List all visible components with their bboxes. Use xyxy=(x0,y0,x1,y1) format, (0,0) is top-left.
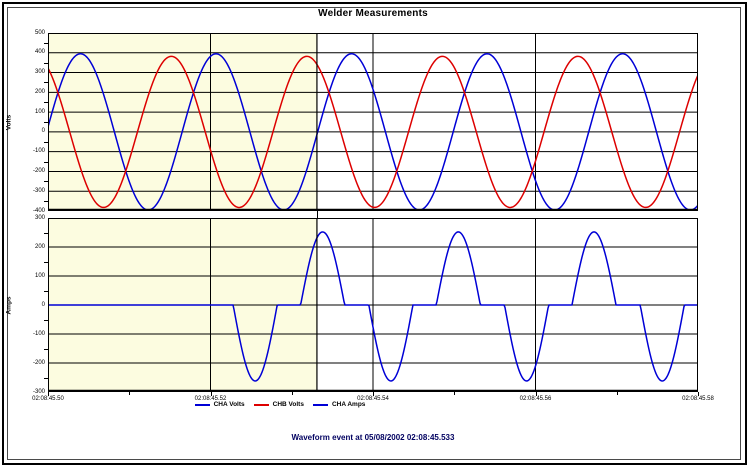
x-major-tick xyxy=(210,392,212,396)
y-tick-label: -200 xyxy=(32,359,45,366)
y-minor-tick xyxy=(44,377,48,379)
x-tick-label: 02:08:45.56 xyxy=(519,396,552,402)
y-tick-label: -100 xyxy=(32,330,45,337)
voltage-waveform-plot[interactable] xyxy=(48,33,698,211)
y-tick-label: -400 xyxy=(32,207,45,214)
y-tick-label: 200 xyxy=(34,243,45,250)
y-minor-tick xyxy=(44,122,48,123)
y-minor-tick xyxy=(44,141,48,143)
amps-axis-title: Amps xyxy=(5,296,13,315)
y-minor-tick xyxy=(44,290,48,292)
legend-label: CHA Volts xyxy=(213,401,245,408)
waveform-event-caption: Waveform event at 05/08/2002 02:08:45.53… xyxy=(291,433,455,442)
y-tick-label: 500 xyxy=(34,29,45,36)
y-tick-label: 200 xyxy=(34,88,45,95)
y-minor-tick xyxy=(44,42,48,44)
chb-volts-line-swatch xyxy=(253,403,269,406)
y-tick-label: 0 xyxy=(41,128,45,135)
y-minor-tick xyxy=(44,62,48,64)
y-tick-label: 100 xyxy=(34,272,45,279)
event-cursor-line[interactable] xyxy=(317,211,318,218)
y-minor-tick xyxy=(44,232,48,234)
y-tick-label: 100 xyxy=(34,108,45,115)
x-tick-label: 02:08:45.54 xyxy=(357,396,389,402)
x-tick-label: 02:08:45.50 xyxy=(32,396,64,402)
y-minor-tick xyxy=(44,161,48,163)
y-tick-label: -300 xyxy=(32,187,45,194)
y-minor-tick xyxy=(44,82,48,84)
x-major-tick xyxy=(535,392,537,396)
y-minor-tick xyxy=(44,181,48,183)
x-major-tick xyxy=(48,392,49,396)
y-tick-label: 400 xyxy=(34,49,45,56)
x-tick-label: 02:08:45.52 xyxy=(194,396,227,402)
y-tick-label: -100 xyxy=(32,148,45,155)
x-minor-tick xyxy=(454,392,456,395)
y-tick-label: 300 xyxy=(34,69,45,76)
x-minor-tick xyxy=(291,392,293,395)
y-minor-tick xyxy=(44,201,48,203)
page-title: Welder Measurements xyxy=(318,8,428,19)
x-minor-tick xyxy=(616,392,618,395)
y-minor-tick xyxy=(44,319,48,321)
y-tick-label: 300 xyxy=(34,214,45,221)
y-minor-tick xyxy=(44,348,48,350)
x-minor-tick xyxy=(129,392,131,395)
y-tick-label: 0 xyxy=(41,301,45,308)
legend: CHA Volts CHB Volts CHA Amps xyxy=(160,401,400,408)
y-tick-label: -300 xyxy=(32,388,45,395)
cha-volts-line-swatch xyxy=(194,403,210,406)
x-major-tick xyxy=(698,392,699,396)
y-minor-tick xyxy=(44,102,48,104)
current-waveform-plot[interactable] xyxy=(48,218,698,392)
legend-label: CHA Amps xyxy=(331,401,366,408)
legend-item-cha-volts: CHA Volts xyxy=(194,401,245,408)
y-tick-label: -200 xyxy=(32,167,45,174)
volts-axis-title: Volts xyxy=(5,114,13,131)
y-minor-tick xyxy=(44,261,48,263)
x-tick-label: 02:08:45.58 xyxy=(682,396,714,402)
legend-label: CHB Volts xyxy=(272,401,304,408)
cha-amps-line-swatch xyxy=(312,403,328,406)
legend-item-cha-amps: CHA Amps xyxy=(312,401,366,408)
window-inner-border xyxy=(7,7,741,460)
legend-item-chb-volts: CHB Volts xyxy=(253,401,304,408)
x-major-tick xyxy=(373,392,374,396)
